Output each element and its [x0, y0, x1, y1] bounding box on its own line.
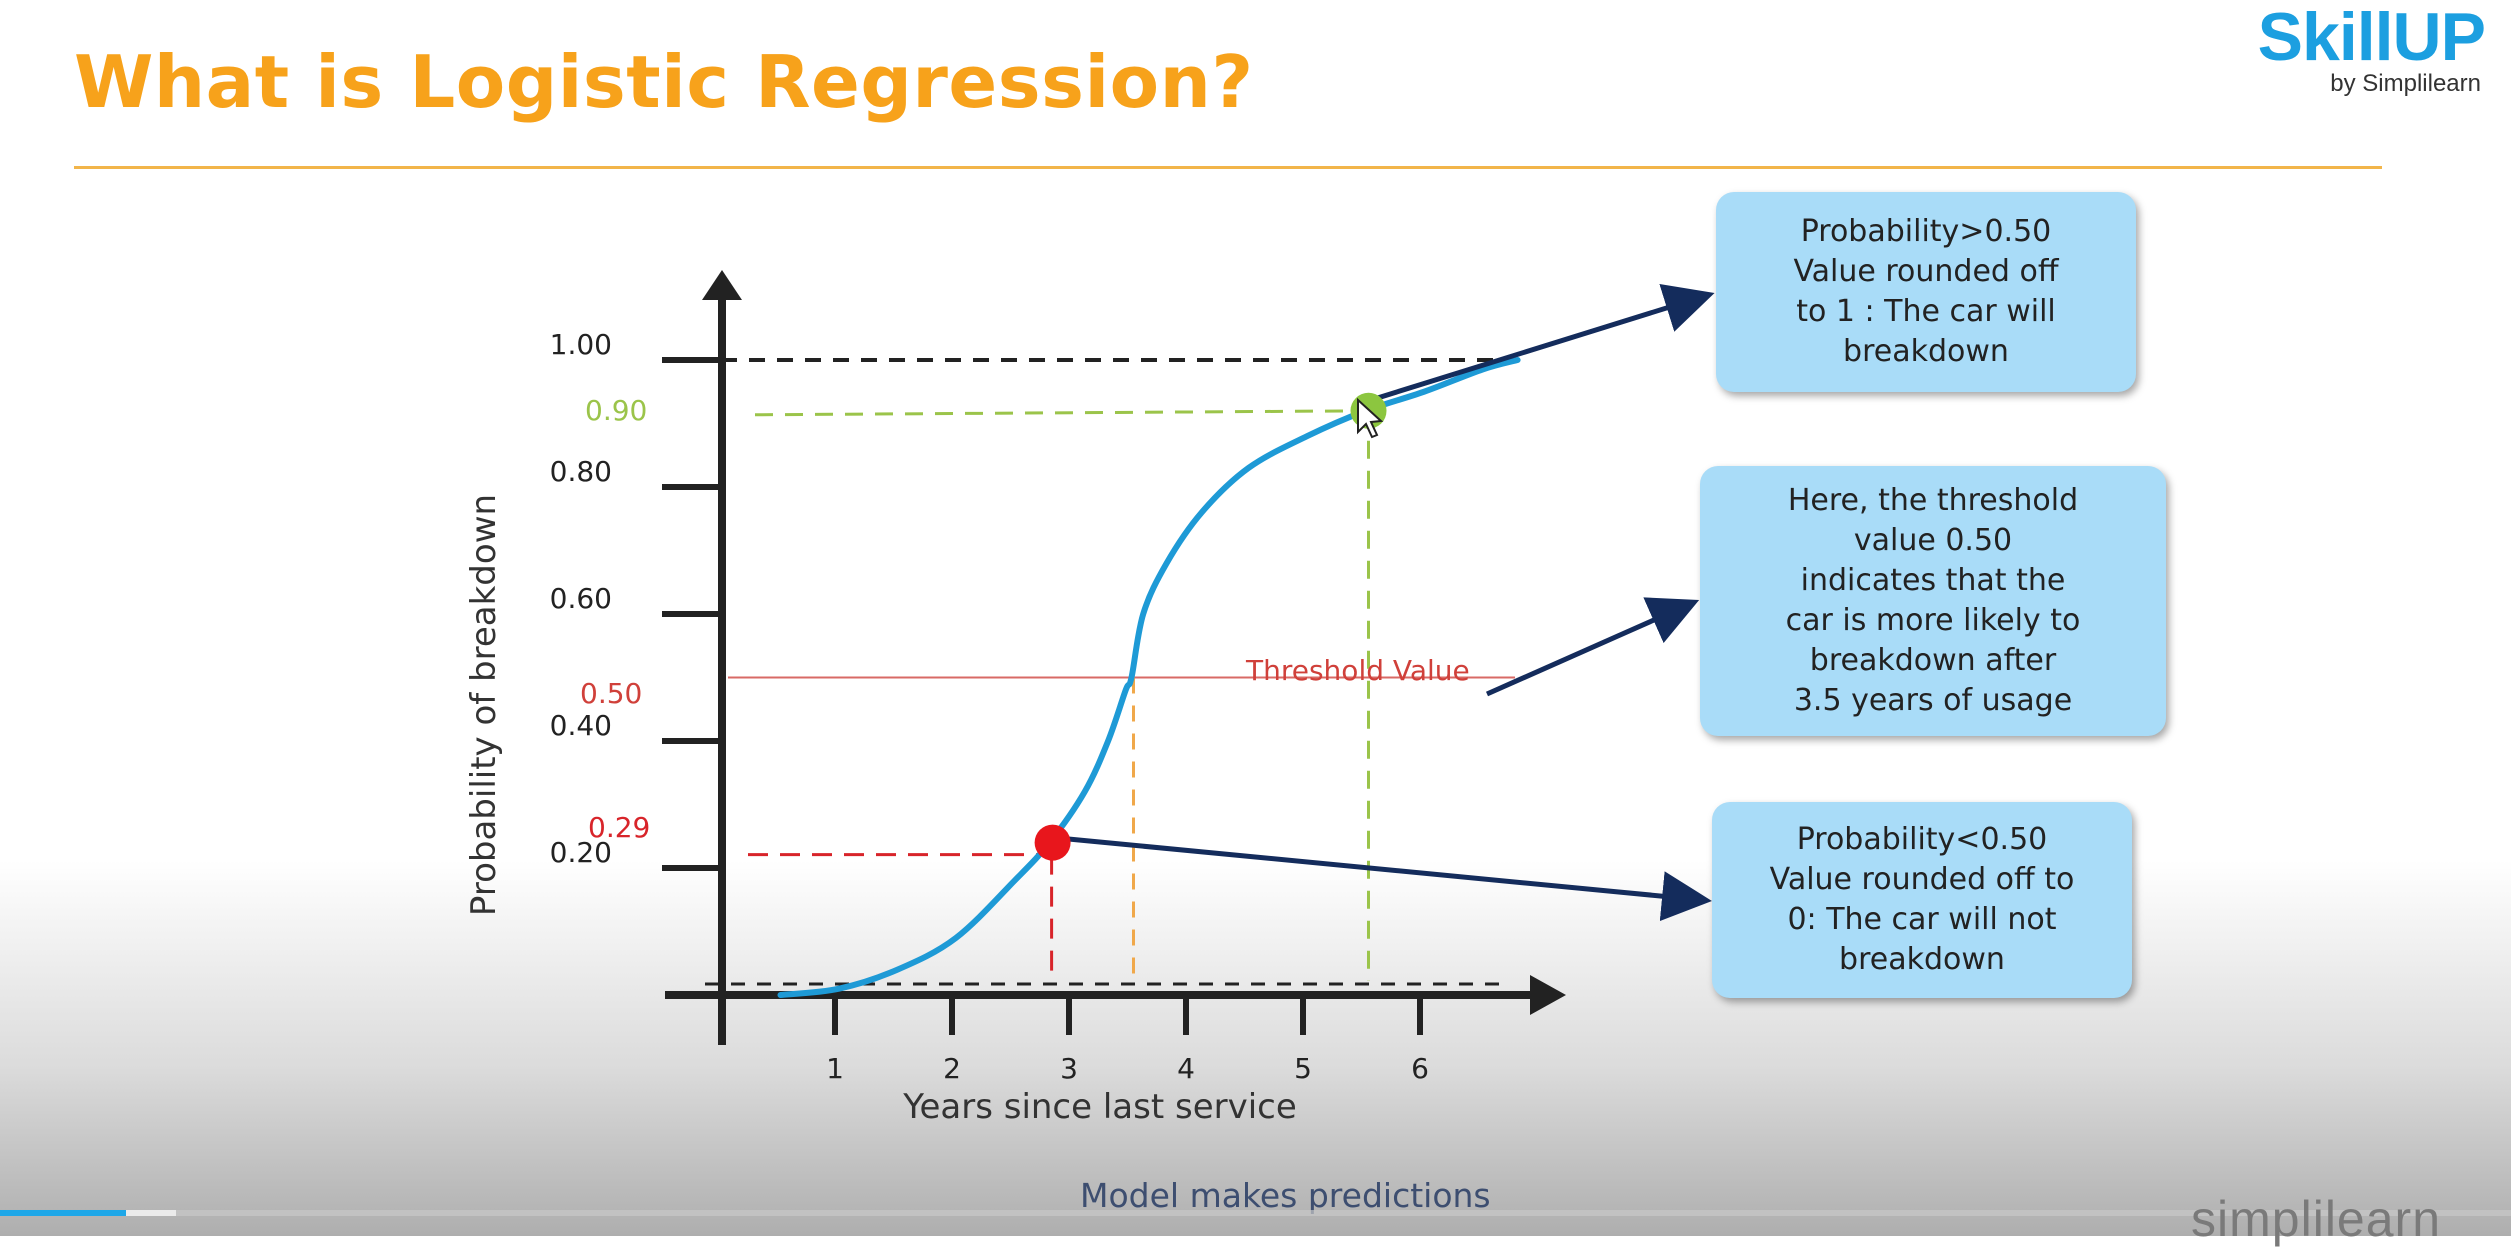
y-tick-label: 1.00 — [550, 328, 612, 361]
x-tick-label: 4 — [1177, 1052, 1195, 1085]
reference-line-090-horizontal — [754, 409, 1369, 417]
x-tick-label: 5 — [1294, 1052, 1312, 1085]
reference-label-090: 0.90 — [585, 394, 647, 427]
x-tick-label: 6 — [1411, 1052, 1429, 1085]
skillup-logo: SkillUP by Simplilearn — [2225, 0, 2486, 102]
callout-above-threshold: Probability>0.50 Value rounded off to 1 … — [1716, 192, 2136, 392]
y-tick-label: 0.80 — [550, 455, 612, 488]
video-buffer-bar — [125, 1210, 176, 1216]
reference-label-050: 0.50 — [580, 677, 642, 710]
logo-wordmark: SkillUP — [2257, 0, 2486, 75]
red-prediction-point — [1034, 824, 1071, 861]
y-tick-label: 0.20 — [550, 836, 612, 869]
video-progress-bar[interactable] — [0, 1210, 2511, 1216]
threshold-value-label: Threshold Value — [1245, 654, 1470, 687]
callout-threshold-explanation: Here, the threshold value 0.50 indicates… — [1700, 466, 2166, 736]
x-tick-label: 1 — [826, 1052, 844, 1085]
slide-caption: Model makes predictions — [1080, 1176, 1491, 1215]
reference-label-029: 0.29 — [588, 811, 650, 844]
slide-title: What is Logistic Regression? — [74, 40, 1254, 124]
simplilearn-watermark: simplilearn — [2191, 1191, 2441, 1247]
logo-subtitle: by Simplilearn — [2330, 70, 2481, 97]
arrow-to-above-threshold-callout — [1354, 284, 1715, 408]
y-tick-label: 0.40 — [550, 709, 612, 742]
x-tick-label: 2 — [943, 1052, 961, 1085]
y-axis-title: Probability of breakdown — [464, 494, 504, 916]
video-progress-fill — [0, 1210, 126, 1216]
x-axis-arrow — [1530, 975, 1566, 1015]
x-axis-title: Years since last service — [902, 1087, 1297, 1127]
y-tick-label: 0.60 — [550, 582, 612, 615]
mouse-cursor-icon — [1357, 397, 1384, 439]
y-axis-arrow — [702, 270, 742, 300]
arrow-to-below-threshold-callout — [1057, 835, 1712, 922]
callout-below-threshold: Probability<0.50 Value rounded off to 0:… — [1712, 802, 2132, 998]
title-divider — [74, 166, 2382, 169]
x-tick-label: 3 — [1060, 1052, 1078, 1085]
arrow-to-threshold-callout — [1485, 597, 1700, 697]
